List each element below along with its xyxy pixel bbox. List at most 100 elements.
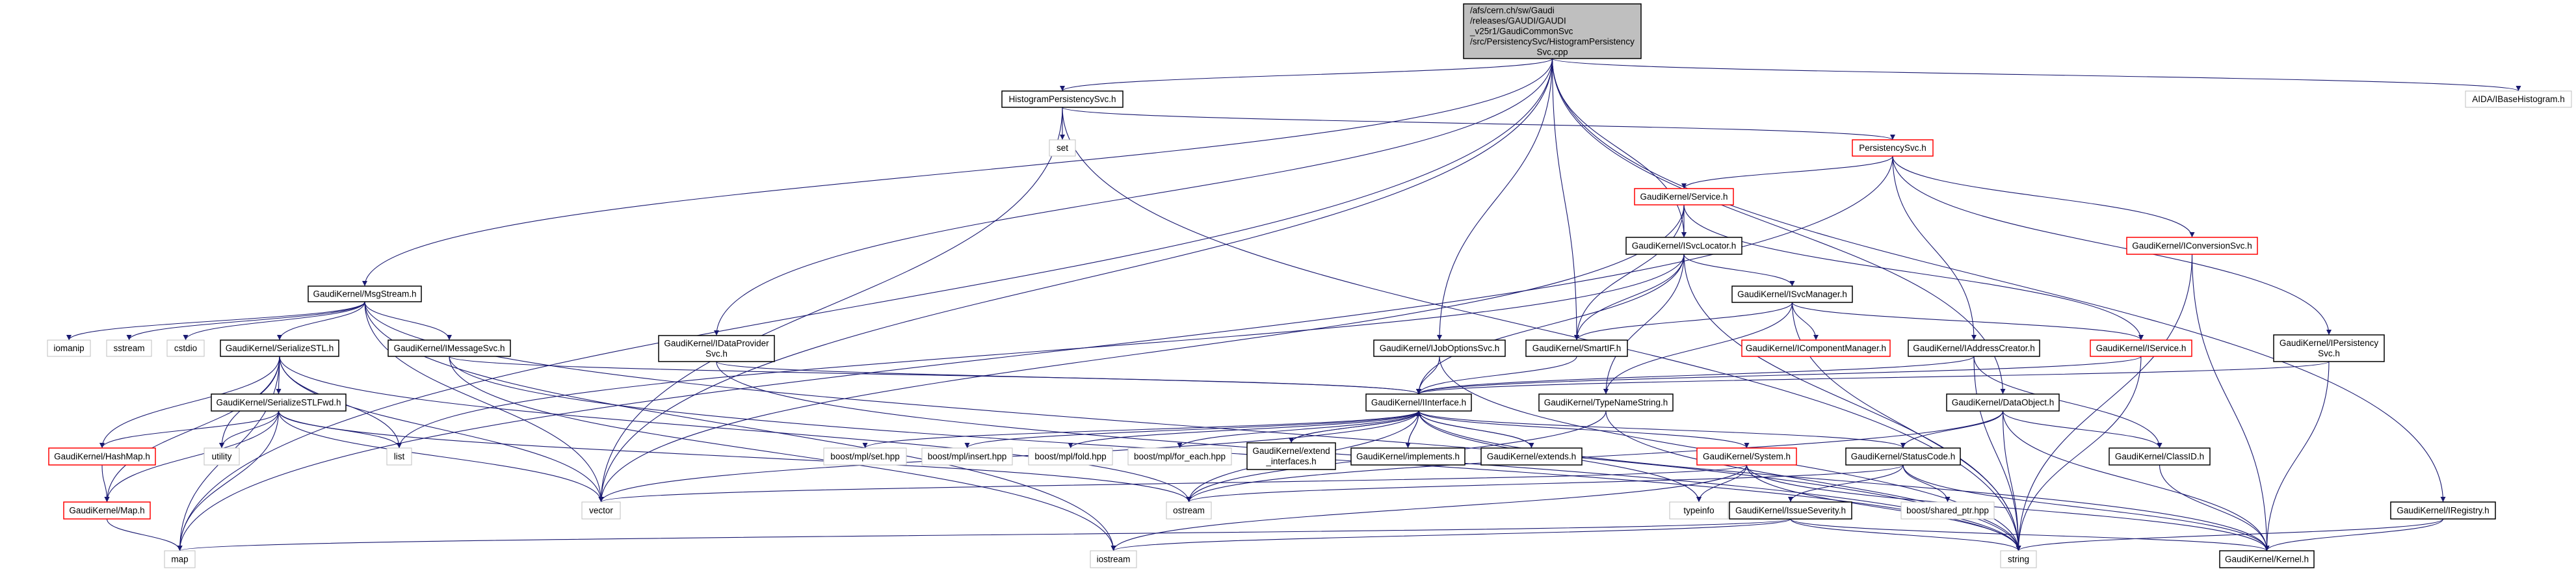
edge-iinterface-to-system <box>1418 410 1750 449</box>
node-list: list <box>386 447 412 466</box>
node-box <box>2000 550 2037 568</box>
edge-psvc-to-ipers <box>1892 155 2332 336</box>
node-system[interactable]: GaudiKernel/System.h <box>1696 447 1797 466</box>
edge-convsvc-to-kernel <box>2191 254 2270 551</box>
node-svcmgr[interactable]: GaudiKernel/ISvcManager.h <box>1731 285 1853 303</box>
node-label: set <box>1057 143 1068 153</box>
node-msgstream[interactable]: GaudiKernel/MsgStream.h <box>308 285 422 302</box>
node-label: GaudiKernel/SerializeSTLFwd.h <box>216 397 341 407</box>
node-label: GaudiKernel/SerializeSTL.h <box>226 343 334 353</box>
node-box <box>2273 334 2385 362</box>
node-box <box>1365 393 1472 412</box>
node-root[interactable]: /afs/cern.ch/sw/Gaudi/releases/GAUDI/GAU… <box>1463 3 1642 59</box>
node-utility: utility <box>204 447 240 466</box>
node-iregistry[interactable]: GaudiKernel/IRegistry.h <box>2390 501 2496 520</box>
edge-hashmap-to-map_h <box>101 464 110 503</box>
node-box <box>308 285 422 302</box>
edge-iservice-to-string <box>2016 356 2142 551</box>
node-label: GaudiKernel/Service.h <box>1640 192 1728 202</box>
node-label: GaudiKernel/IJobOptionsSvc.h <box>1380 343 1500 353</box>
node-map_h[interactable]: GaudiKernel/Map.h <box>63 501 151 520</box>
node-tns[interactable]: GaudiKernel/TypeNameString.h <box>1538 393 1674 412</box>
node-iostream: iostream <box>1090 550 1137 568</box>
edge-service-to-smartif <box>1574 204 1685 341</box>
edge-root-to-vector <box>598 58 1553 503</box>
node-ijob[interactable]: GaudiKernel/IJobOptionsSvc.h <box>1373 339 1506 357</box>
node-box <box>1900 501 1995 520</box>
edge-root-to-hps <box>1060 58 1553 92</box>
node-label: GaudiKernel/Kernel.h <box>2225 554 2309 564</box>
node-box <box>1090 550 1137 568</box>
node-box <box>658 335 775 362</box>
node-label: iostream <box>1097 554 1131 564</box>
node-service[interactable]: GaudiKernel/Service.h <box>1634 188 1734 205</box>
node-label: GaudiKernel/IInterface.h <box>1371 397 1466 407</box>
node-box <box>823 447 907 466</box>
node-label: Svc.cpp <box>1536 47 1568 57</box>
edge-root-to-map <box>177 58 1553 551</box>
edge-root-to-ijob <box>1437 58 1553 341</box>
node-label: GaudiKernel/IRegistry.h <box>2397 505 2489 515</box>
node-label: GaudiKernel/MsgStream.h <box>313 289 416 298</box>
node-iaddr[interactable]: GaudiKernel/IAddressCreator.h <box>1908 339 2040 357</box>
edge-tns-to-string <box>1605 410 2021 551</box>
node-string: string <box>2000 550 2037 568</box>
edges-layer <box>66 58 2521 551</box>
node-box <box>166 339 205 357</box>
node-label: Svc.h <box>705 349 728 358</box>
node-box <box>1946 393 2060 412</box>
node-iservice[interactable]: GaudiKernel/IService.h <box>2090 339 2192 357</box>
node-label: GaudiKernel/IConversionSvc.h <box>2132 241 2252 250</box>
node-label: iomanip <box>53 343 84 353</box>
edge-statuscode-to-sharedptr <box>1902 464 1951 503</box>
edge-issue-to-kernel <box>1790 518 2270 551</box>
node-box <box>164 550 196 568</box>
node-sstl[interactable]: GaudiKernel/SerializeSTL.h <box>220 339 339 357</box>
node-label: GaudiKernel/ClassID.h <box>2115 451 2204 461</box>
node-convsvc[interactable]: GaudiKernel/IConversionSvc.h <box>2126 237 2258 255</box>
edge-psvc-to-convsvc <box>1892 155 2195 238</box>
node-label: /releases/GAUDI/GAUDI <box>1470 16 1566 25</box>
edge-psvc-to-iaddr <box>1892 155 1977 341</box>
node-icomp[interactable]: GaudiKernel/IComponentManager.h <box>1741 339 1891 357</box>
node-sstlfwd[interactable]: GaudiKernel/SerializeSTLFwd.h <box>211 393 347 412</box>
edge-psvc-to-map <box>177 155 1893 551</box>
edge-iservice-to-iinterface <box>1416 356 2142 395</box>
node-classid[interactable]: GaudiKernel/ClassID.h <box>2109 447 2211 466</box>
node-hashmap[interactable]: GaudiKernel/HashMap.h <box>48 447 156 466</box>
node-statuscode[interactable]: GaudiKernel/StatusCode.h <box>1845 447 1961 466</box>
node-extif[interactable]: GaudiKernel/extend_interfaces.h <box>1246 442 1336 470</box>
edge-root-to-smartif <box>1551 58 1579 341</box>
node-psvc[interactable]: PersistencySvc.h <box>1852 139 1934 157</box>
node-kernel[interactable]: GaudiKernel/Kernel.h <box>2219 550 2315 568</box>
edge-sstl-to-vector <box>279 356 604 503</box>
node-label: GaudiKernel/HashMap.h <box>54 451 150 461</box>
edge-psvc-to-service <box>1681 155 1893 189</box>
node-box <box>1480 447 1583 466</box>
node-box <box>386 447 412 466</box>
node-smartif[interactable]: GaudiKernel/SmartIF.h <box>1525 339 1628 357</box>
node-extends[interactable]: GaudiKernel/extends.h <box>1480 447 1583 466</box>
node-issue[interactable]: GaudiKernel/IssueSeverity.h <box>1729 501 1852 520</box>
node-label: GaudiKernel/System.h <box>1703 451 1791 461</box>
node-label: utility <box>212 451 232 461</box>
node-label: sstream <box>113 343 144 353</box>
node-box <box>211 393 347 412</box>
node-label: GaudiKernel/extend <box>1252 446 1330 456</box>
node-impl[interactable]: GaudiKernel/implements.h <box>1350 447 1465 466</box>
node-box <box>1001 90 1124 108</box>
edge-iregistry-to-string <box>2016 518 2444 551</box>
edge-extif-to-iinterface <box>1291 410 1421 443</box>
edge-sstl-to-hashmap <box>99 356 280 449</box>
edge-svcmgr-to-iservice <box>1791 302 2144 341</box>
node-aida: AIDA/IBaseHistogram.h <box>2465 90 2572 108</box>
node-imsg[interactable]: GaudiKernel/IMessageSvc.h <box>388 339 511 357</box>
node-iinterface[interactable]: GaudiKernel/IInterface.h <box>1365 393 1472 412</box>
edge-map_h-to-map <box>106 518 183 551</box>
edge-sstlfwd-to-hashmap <box>99 410 280 449</box>
node-dataobj[interactable]: GaudiKernel/DataObject.h <box>1946 393 2060 412</box>
node-svcloc[interactable]: GaudiKernel/ISvcLocator.h <box>1625 237 1742 255</box>
node-hps[interactable]: HistogramPersistencySvc.h <box>1001 90 1124 108</box>
